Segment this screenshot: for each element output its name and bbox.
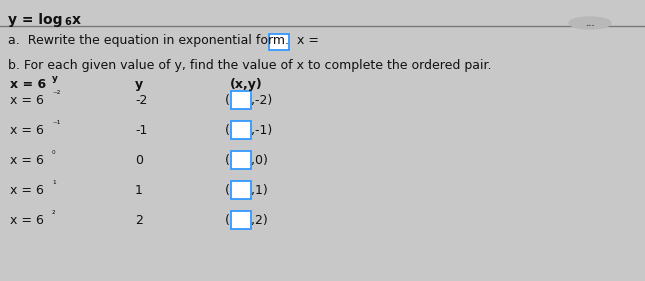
Text: a.  Rewrite the equation in exponential form.  x =: a. Rewrite the equation in exponential f… bbox=[8, 34, 319, 47]
Text: y: y bbox=[52, 74, 58, 83]
Text: ,2): ,2) bbox=[251, 214, 268, 227]
Text: x = 6: x = 6 bbox=[10, 78, 46, 91]
Text: x = 6: x = 6 bbox=[10, 124, 44, 137]
Text: ⁰: ⁰ bbox=[52, 150, 55, 159]
FancyBboxPatch shape bbox=[231, 181, 251, 199]
Text: ,0): ,0) bbox=[251, 154, 268, 167]
Text: y = log: y = log bbox=[8, 13, 63, 27]
Text: b. For each given value of y, find the value of x to complete the ordered pair.: b. For each given value of y, find the v… bbox=[8, 59, 491, 72]
Text: ,1): ,1) bbox=[251, 184, 268, 197]
Text: ¹: ¹ bbox=[52, 180, 55, 189]
Text: 2: 2 bbox=[135, 214, 143, 227]
Text: -1: -1 bbox=[135, 124, 147, 137]
Text: ⁻²: ⁻² bbox=[52, 90, 61, 99]
Text: x = 6: x = 6 bbox=[10, 214, 44, 227]
Text: (: ( bbox=[225, 154, 230, 167]
FancyBboxPatch shape bbox=[231, 121, 251, 139]
Text: y: y bbox=[135, 78, 143, 91]
Text: (: ( bbox=[225, 124, 230, 137]
Text: (x,y): (x,y) bbox=[230, 78, 263, 91]
Text: ,-2): ,-2) bbox=[251, 94, 272, 107]
Text: -2: -2 bbox=[135, 94, 147, 107]
Text: (: ( bbox=[225, 184, 230, 197]
Text: x = 6: x = 6 bbox=[10, 184, 44, 197]
Text: 1: 1 bbox=[135, 184, 143, 197]
Text: ²: ² bbox=[52, 210, 55, 219]
Text: (: ( bbox=[225, 214, 230, 227]
FancyBboxPatch shape bbox=[231, 151, 251, 169]
Text: ⁻¹: ⁻¹ bbox=[52, 120, 61, 129]
Ellipse shape bbox=[569, 17, 611, 29]
Text: x = 6: x = 6 bbox=[10, 154, 44, 167]
FancyBboxPatch shape bbox=[231, 211, 251, 229]
FancyBboxPatch shape bbox=[269, 34, 289, 50]
Text: 6: 6 bbox=[64, 17, 71, 27]
Text: x: x bbox=[72, 13, 81, 27]
FancyBboxPatch shape bbox=[231, 91, 251, 109]
Text: ...: ... bbox=[585, 19, 595, 28]
Text: x = 6: x = 6 bbox=[10, 94, 44, 107]
Text: 0: 0 bbox=[135, 154, 143, 167]
Text: ,-1): ,-1) bbox=[251, 124, 272, 137]
Text: (: ( bbox=[225, 94, 230, 107]
